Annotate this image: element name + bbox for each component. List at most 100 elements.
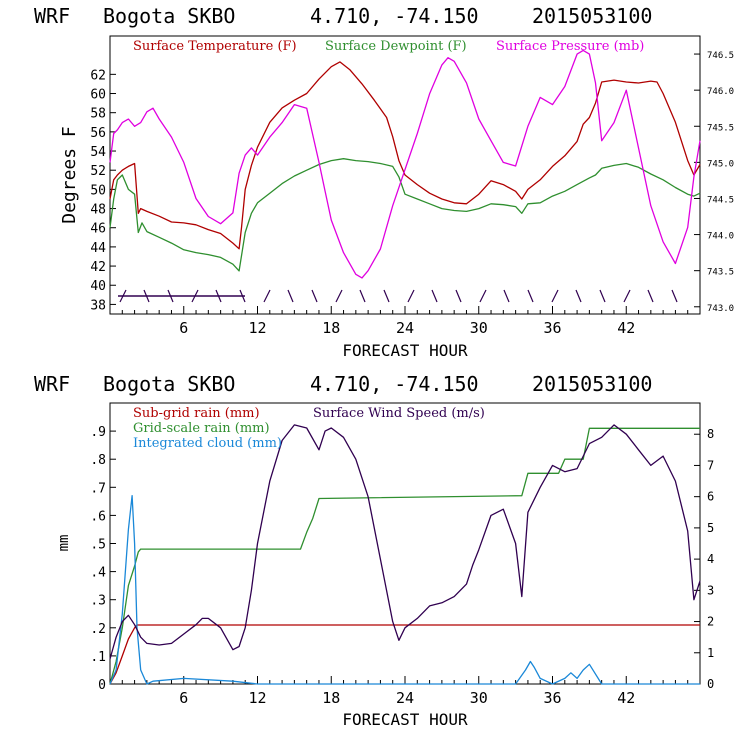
y2-tick-label: 5 — [707, 521, 714, 535]
bottom-left-axis: 0 .1 .2 .3 .4 .5 .6 .7 .8 .9 — [90, 425, 116, 693]
y2-tick-label: 746.5 — [707, 51, 734, 61]
y2-tick-label: 743.5 — [707, 268, 734, 278]
x-tick-label: 24 — [396, 689, 414, 707]
series-sub-grid-rain-mm — [109, 624, 700, 685]
y2-tick-label: 6 — [707, 490, 714, 504]
y-tick-label: 52 — [90, 164, 106, 179]
series-grid-scale-rain-mm — [109, 427, 700, 685]
wind-barb — [455, 289, 462, 303]
series-surface-dewpoint-f — [109, 158, 701, 272]
y-tick-label: 0 — [98, 678, 106, 693]
series-surface-temperature-f — [109, 61, 701, 250]
top-station-label: Bogota SKBO — [103, 4, 235, 28]
x-tick-label: 12 — [248, 319, 266, 337]
top-coords-label: 4.710, -74.150 — [310, 4, 479, 28]
top-model-label: WRF — [34, 4, 70, 28]
legend-surface-dewpoint: Surface Dewpoint (F) — [325, 39, 467, 54]
y-tick-label: .8 — [90, 453, 106, 468]
x-tick-label: 30 — [470, 689, 488, 707]
wind-barb — [407, 289, 415, 303]
y-tick-label: 50 — [90, 183, 106, 198]
y2-tick-label: 744.0 — [707, 232, 734, 242]
x-tick-label: 36 — [543, 319, 561, 337]
y2-tick-label: 8 — [707, 427, 714, 441]
legend-integrated-cloud: Integrated cloud (mm) — [133, 436, 282, 451]
y2-tick-label: 746.0 — [707, 87, 734, 97]
y-tick-label: .2 — [90, 622, 106, 637]
y-tick-label: .7 — [90, 481, 106, 496]
wind-barb — [575, 289, 582, 303]
y-tick-label: 56 — [90, 126, 106, 141]
x-tick-label: 42 — [617, 689, 635, 707]
wind-barb — [503, 289, 510, 303]
wind-barb — [191, 289, 199, 303]
wind-barb — [527, 289, 534, 303]
x-tick-label: 6 — [179, 689, 188, 707]
y-tick-label: 58 — [90, 107, 106, 122]
y-tick-label: 44 — [90, 241, 106, 256]
wind-barb — [431, 289, 438, 303]
wind-barb — [311, 289, 318, 303]
y-tick-label: 60 — [90, 88, 106, 103]
y2-tick-label: 7 — [707, 458, 714, 472]
x-tick-label: 36 — [543, 689, 561, 707]
bottom-coords-label: 4.710, -74.150 — [310, 372, 479, 396]
x-tick-label: 18 — [322, 319, 340, 337]
legend-subgrid-rain: Sub-grid rain (mm) — [133, 406, 260, 421]
x-tick-label: 6 — [179, 319, 188, 337]
wind-barb — [167, 289, 174, 303]
y-tick-label: 38 — [90, 298, 106, 313]
wind-barb — [647, 289, 654, 303]
y-tick-label: .3 — [90, 594, 106, 609]
wind-barb — [551, 289, 559, 303]
y-tick-label: .1 — [90, 650, 106, 665]
wind-barb — [671, 289, 678, 303]
bottom-x-axis-label: FORECAST HOUR — [342, 710, 468, 729]
wind-barb — [239, 289, 246, 303]
wind-barb — [623, 289, 631, 303]
wind-barb — [119, 289, 127, 303]
x-tick-label: 30 — [470, 319, 488, 337]
y-tick-label: 46 — [90, 222, 106, 237]
top-series-group — [109, 49, 701, 279]
x-tick-label: 18 — [322, 689, 340, 707]
bottom-station-label: Bogota SKBO — [103, 372, 235, 396]
wind-barb — [263, 289, 271, 303]
x-tick-label: 24 — [396, 319, 414, 337]
x-tick-label: 42 — [617, 319, 635, 337]
series-surface-wind-speed-m-s — [109, 424, 701, 660]
bottom-x-axis: 6 12 18 24 30 36 42 — [121, 676, 689, 707]
y-tick-label: 54 — [90, 145, 106, 160]
x-tick-label: 12 — [248, 689, 266, 707]
y2-tick-label: 2 — [707, 615, 714, 629]
y2-tick-label: 745.0 — [707, 159, 734, 169]
bottom-model-label: WRF — [34, 372, 70, 396]
legend-surface-wind-speed: Surface Wind Speed (m/s) — [313, 406, 485, 421]
temperature-chart: 38 40 42 44 46 48 50 52 54 56 58 60 62 743.0 743.5 744… — [59, 35, 734, 360]
series-surface-pressure-mb — [109, 49, 701, 279]
wind-barb — [143, 289, 150, 303]
legend-surface-temperature: Surface Temperature (F) — [133, 39, 297, 54]
y-tick-label: 40 — [90, 279, 106, 294]
y-tick-label: .4 — [90, 566, 106, 581]
legend-surface-pressure: Surface Pressure (mb) — [496, 39, 644, 54]
top-date-label: 2015053100 — [532, 4, 652, 28]
legend-gridscale-rain: Grid-scale rain (mm) — [133, 421, 270, 436]
top-x-axis-label: FORECAST HOUR — [342, 341, 468, 360]
bottom-right-axis: 0 1 2 3 4 5 6 7 8 — [694, 427, 714, 691]
top-y-axis-label: Degrees F — [59, 126, 80, 224]
wind-barbs-row — [118, 289, 678, 303]
bottom-y-axis-label: mm — [56, 535, 72, 552]
y-tick-label: 48 — [90, 203, 106, 218]
top-right-axis: 743.0 743.5 744.0 744.5 745.0 745.5 746.0 746.5 — [694, 51, 734, 314]
bottom-date-label: 2015053100 — [532, 372, 652, 396]
y2-tick-label: 4 — [707, 552, 714, 566]
wind-barb — [479, 289, 487, 303]
wind-barb — [599, 289, 606, 303]
bottom-series-group — [109, 424, 701, 685]
y-tick-label: 62 — [90, 68, 106, 83]
y-tick-label: .6 — [90, 509, 106, 524]
y2-tick-label: 744.5 — [707, 195, 734, 205]
y-tick-label: .5 — [90, 538, 106, 553]
